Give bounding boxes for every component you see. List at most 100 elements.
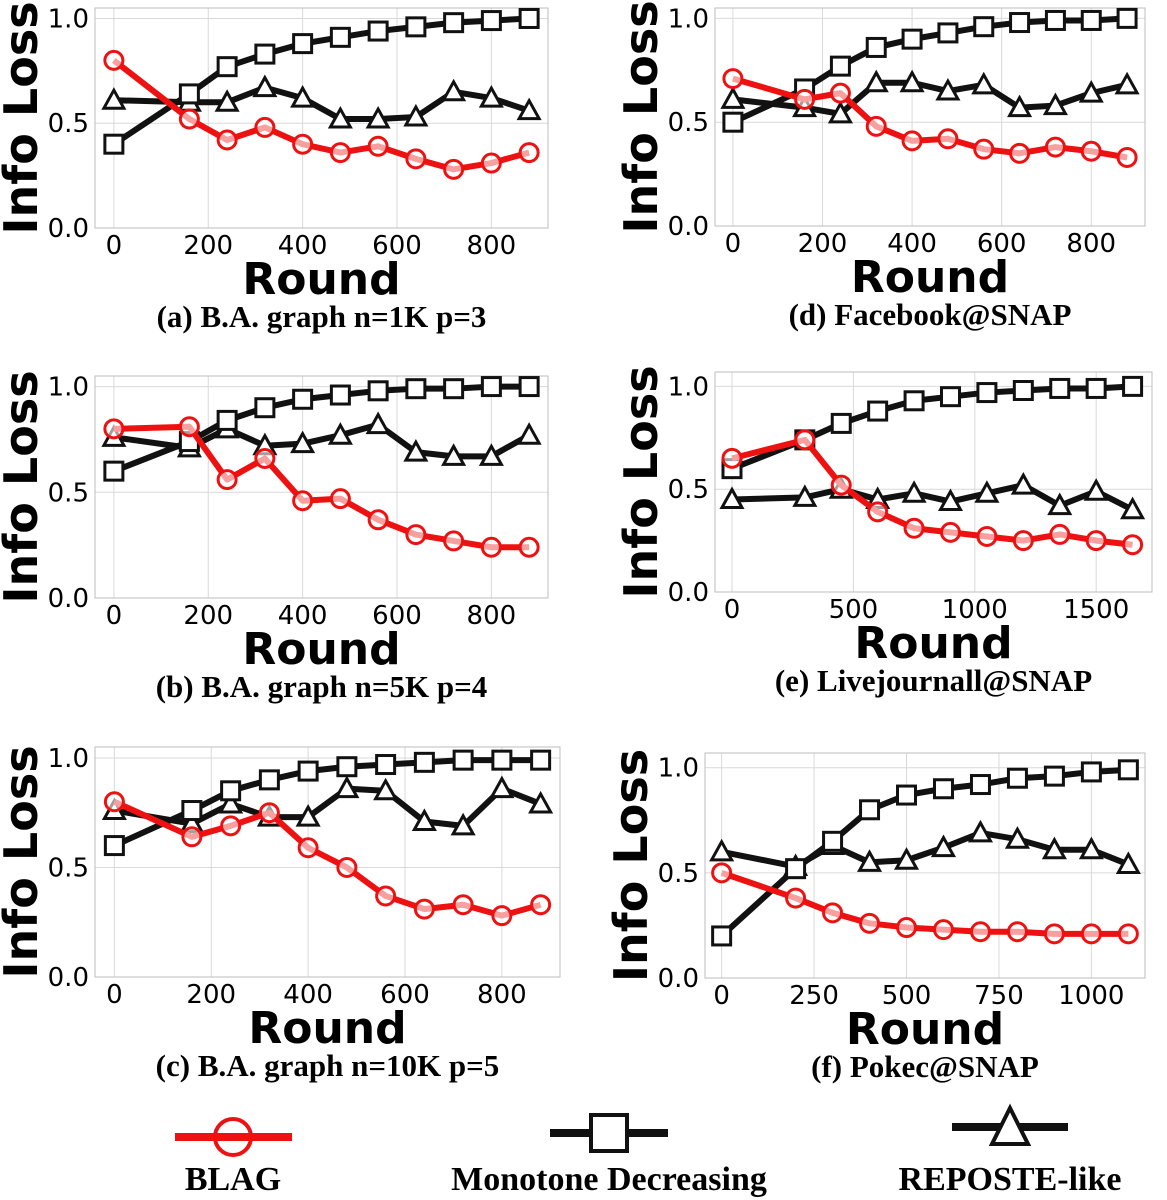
chart-e-reposte-point-1: [792, 484, 818, 507]
chart-f-monotone-point-10: [1117, 759, 1139, 781]
chart-b-xtick-0: 0: [106, 601, 123, 631]
chart-d-monotone-point-7: [1009, 12, 1031, 34]
chart-b-blag-point-10: [518, 536, 540, 558]
chart-a-monotone-point-7: [405, 16, 427, 38]
chart-c-xtick-4: 800: [477, 980, 527, 1010]
chart-c-monotone-point-5: [336, 756, 358, 778]
chart-f-monotone-point-4: [896, 784, 918, 806]
chart-a-reposte-point-6: [365, 105, 391, 129]
chart-b-reposte-point-7: [403, 439, 429, 462]
chart-a-blag-point-4: [292, 133, 314, 155]
chart-a-blag-point-6: [367, 135, 389, 157]
chart-c-blag-point-8: [452, 894, 474, 916]
chart-c-reposte-point-6: [373, 777, 399, 801]
chart-d-plot-frame: [714, 7, 1146, 227]
chart-e-monotone-point-9: [1085, 377, 1107, 399]
chart-a-xtick-0: 0: [106, 231, 123, 261]
chart-f-blag-point-5: [932, 919, 954, 941]
chart-e-blag-point-2: [830, 474, 852, 496]
chart-b-caption: (b) B.A. graph n=5K p=4: [156, 669, 488, 704]
chart-b-plot-frame: [94, 375, 549, 599]
chart-c-monotone-point-8: [452, 749, 474, 771]
chart-d-monotone-point-4: [901, 28, 923, 50]
chart-f-monotone-point-6: [969, 774, 991, 796]
chart-e-monotone-point-10: [1122, 375, 1144, 397]
chart-e-blag-point-9: [1085, 530, 1107, 552]
chart-b-reposte-point-9: [478, 443, 504, 466]
chart-a-xlabel: Round: [242, 254, 400, 305]
chart-c-ytick-0: 0.0: [48, 963, 89, 993]
chart-d-reposte-point-6: [971, 71, 997, 95]
chart-a-monotone-point-6: [367, 20, 389, 42]
chart-d-monotone-point-0: [722, 111, 744, 133]
chart-b-reposte-point-5: [327, 422, 353, 445]
chart-a-monotone-point-0: [103, 133, 125, 155]
chart-d-blag-point-5: [937, 128, 959, 150]
chart-f-monotone-point-0: [711, 925, 733, 947]
chart-d-ytick-0: 0.0: [668, 212, 709, 242]
chart-a-xtick-4: 800: [467, 231, 517, 261]
chart-f-reposte-point-3: [856, 849, 883, 872]
chart-e-monotone-point-2: [830, 412, 852, 434]
legend: BLAG Monotone Decreasing REPOSTE-like: [175, 1103, 1121, 1198]
chart-a-monotone-point-8: [443, 12, 465, 34]
chart-f-xlabel: Round: [846, 1004, 1004, 1055]
chart-b-blag-point-1: [178, 416, 200, 438]
chart-f-monotone-point-3: [859, 799, 881, 821]
chart-f-monotone-point-9: [1080, 761, 1102, 783]
chart-a-blag-point-1: [178, 108, 200, 130]
chart-b-xtick-4: 800: [467, 601, 517, 631]
chart-f-reposte-point-0: [709, 838, 735, 862]
chart-a-monotone-line: [112, 15, 530, 147]
chart-b-monotone-point-2: [216, 409, 238, 431]
chart-b-ytick-2: 1.0: [48, 373, 89, 403]
chart-e-monotone-point-3: [867, 400, 889, 422]
chart-e-blag-point-4: [903, 517, 925, 539]
chart-d-reposte-point-4: [899, 69, 925, 93]
chart-b-blag-point-9: [480, 536, 502, 558]
chart-a-monotone-point-1: [178, 83, 200, 105]
chart-f-plot-frame: [704, 752, 1146, 979]
chart-c-monotone-point-7: [413, 751, 435, 773]
chart-b-monotone-point-5: [329, 384, 351, 406]
chart-f-ytick-2: 1.0: [658, 754, 699, 784]
chart-d-xtick-0: 0: [725, 229, 742, 259]
chart-c-blag-point-5: [336, 856, 358, 878]
chart-d-xlabel: Round: [851, 252, 1009, 303]
chart-b-blag-point-6: [367, 509, 389, 531]
chart-f-ylabel: Info Loss: [604, 749, 658, 982]
legend-blag-marker: [213, 1117, 253, 1157]
chart-d-reposte-point-10: [1114, 71, 1140, 95]
chart-c-ytick-1: 0.5: [48, 853, 89, 883]
chart-d-xtick-4: 800: [1066, 229, 1116, 259]
chart-e-reposte-point-4: [901, 480, 927, 503]
chart-b-xtick-3: 600: [372, 601, 422, 631]
chart-e-blag-point-5: [939, 521, 961, 543]
chart-f-blag-point-9: [1080, 923, 1102, 945]
chart-f-ytick-0: 0.0: [658, 964, 699, 994]
chart-f-xtick-3: 750: [974, 981, 1024, 1011]
chart-d-reposte-point-3: [863, 69, 889, 93]
chart-a-reposte-point-8: [441, 78, 467, 102]
chart-d-xtick-1: 200: [798, 229, 848, 259]
chart-d-reposte-point-9: [1078, 80, 1104, 103]
chart-d-ylabel: Info Loss: [614, 0, 668, 233]
chart-c-ylabel: Info Loss: [0, 745, 48, 978]
chart-a-blag-point-9: [480, 152, 502, 174]
chart-e-blag-point-7: [1012, 530, 1034, 552]
chart-b-blag-point-2: [216, 469, 238, 491]
chart-e-blag-point-8: [1049, 523, 1071, 545]
chart-e-xtick-3: 1500: [1063, 595, 1129, 625]
chart-e-ytick-0: 0.0: [668, 578, 709, 608]
chart-f-xtick-1: 250: [789, 981, 839, 1011]
chart-d-reposte-point-5: [935, 77, 961, 101]
chart-b-reposte-point-4: [290, 430, 316, 454]
chart-b-reposte-point-8: [441, 443, 467, 466]
chart-f-blag-point-8: [1043, 923, 1065, 945]
chart-c-caption: (c) B.A. graph n=10K p=5: [156, 1048, 500, 1083]
chart-e-ylabel: Info Loss: [614, 365, 668, 598]
chart-c-reposte-point-5: [334, 775, 360, 799]
